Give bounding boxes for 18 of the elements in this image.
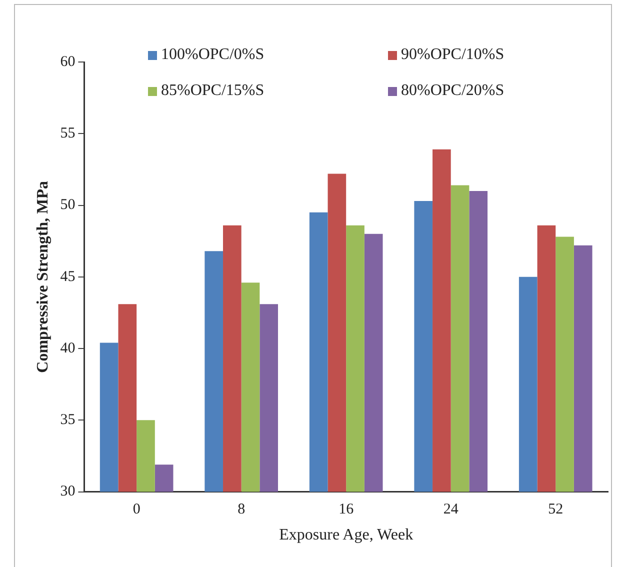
y-tick-label: 55 [60,126,76,142]
legend-label: 85%OPC/15%S [161,82,264,100]
y-tick-label: 30 [60,484,76,500]
x-tick-label: 8 [238,502,246,518]
legend-label: 100%OPC/0%S [161,46,264,64]
y-tick-label: 50 [60,197,76,214]
y-tick-label: 45 [60,268,76,285]
y-tick-label: 60 [60,54,76,70]
x-tick-label: 0 [132,502,140,518]
x-tick-label: 24 [443,502,459,518]
legend-label: 90%OPC/10%S [401,46,504,64]
x-tick-label: 52 [548,502,564,518]
y-axis-title: Compressive Strength, MPa [34,180,52,373]
x-tick-label: 16 [338,502,354,518]
y-tick-label: 35 [60,412,76,428]
y-tick-label: 40 [60,340,76,356]
legend-label: 80%OPC/20%S [401,82,504,100]
x-axis-title: Exposure Age, Week [279,526,414,544]
